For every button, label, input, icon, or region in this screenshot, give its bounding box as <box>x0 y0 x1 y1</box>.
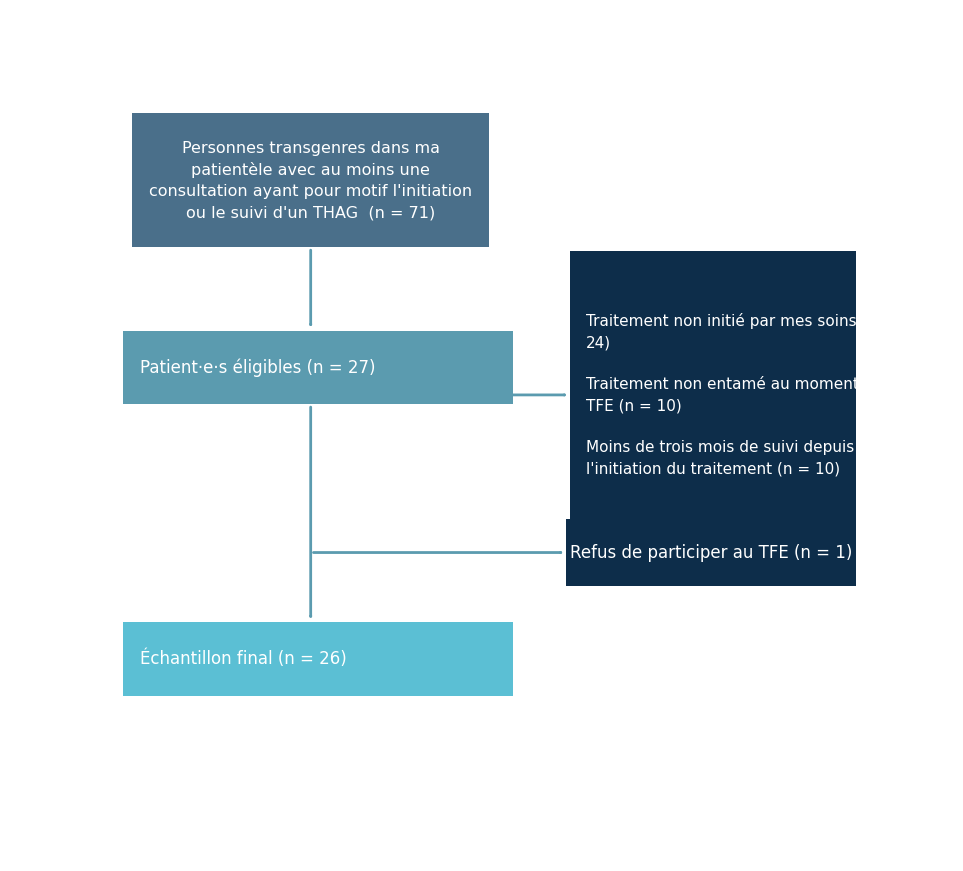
Text: Traitement non initié par mes soins (n =
24)

Traitement non entamé au moment du: Traitement non initié par mes soins (n =… <box>586 314 895 476</box>
Text: Échantillon final (n = 26): Échantillon final (n = 26) <box>140 650 347 668</box>
FancyBboxPatch shape <box>123 330 513 404</box>
Text: Patient·e·s éligibles (n = 27): Patient·e·s éligibles (n = 27) <box>140 358 376 376</box>
FancyBboxPatch shape <box>570 251 856 539</box>
FancyBboxPatch shape <box>132 113 489 247</box>
Text: Personnes transgenres dans ma
patientèle avec au moins une
consultation ayant po: Personnes transgenres dans ma patientèle… <box>149 140 472 220</box>
FancyBboxPatch shape <box>123 622 513 696</box>
FancyBboxPatch shape <box>566 519 856 586</box>
Text: Refus de participer au TFE (n = 1): Refus de participer au TFE (n = 1) <box>570 544 852 562</box>
